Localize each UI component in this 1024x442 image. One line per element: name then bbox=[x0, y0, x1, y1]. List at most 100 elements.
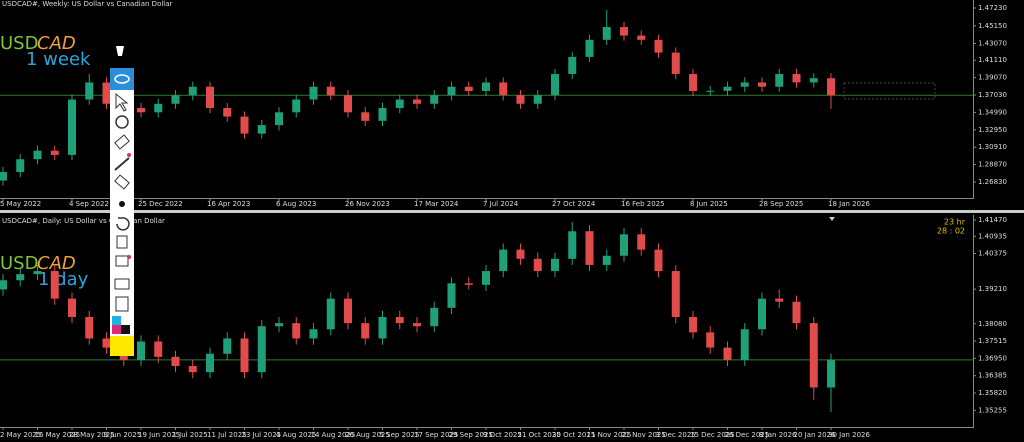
candle-body bbox=[257, 326, 266, 373]
x-tick-label: 3 Dec 2025 bbox=[656, 431, 696, 439]
symbol-base: USD bbox=[0, 33, 38, 54]
candle-body bbox=[154, 103, 163, 113]
x-tick-label: 29 Sep 2025 bbox=[449, 431, 493, 439]
toolbar-undo[interactable] bbox=[116, 217, 130, 231]
symbol-quote: CAD bbox=[37, 33, 76, 54]
x-tick-label: 26 Aug 2025 bbox=[345, 431, 390, 439]
candle-body bbox=[775, 298, 784, 302]
x-tick-label: 28 May 2025 bbox=[69, 431, 115, 439]
y-tick-label: 1.37515 bbox=[978, 337, 1007, 345]
toolbar-clipboard[interactable] bbox=[115, 296, 129, 312]
toolbar-template[interactable] bbox=[115, 255, 129, 267]
y-tick-label: 1.39070 bbox=[978, 74, 1007, 82]
shift-area bbox=[843, 82, 936, 100]
candle-body bbox=[361, 112, 370, 121]
y-tick-label: 1.35255 bbox=[978, 406, 1007, 414]
candle-body bbox=[378, 317, 387, 339]
candle-body bbox=[102, 338, 111, 348]
color-swatch[interactable] bbox=[112, 325, 121, 334]
candle-body bbox=[50, 150, 59, 155]
candle-body bbox=[68, 99, 76, 155]
y-tick-label: 1.40375 bbox=[978, 249, 1007, 257]
candle-body bbox=[171, 356, 180, 367]
candle-body bbox=[775, 73, 784, 87]
candle-body bbox=[585, 231, 594, 265]
toolbar-screenshot[interactable] bbox=[114, 278, 130, 290]
chart-title: USDCAD#, Weekly: US Dollar vs Canadian D… bbox=[2, 0, 173, 8]
candle-body bbox=[275, 112, 283, 126]
candle-body bbox=[326, 298, 335, 330]
candle-body bbox=[292, 323, 301, 339]
color-swatch[interactable] bbox=[121, 316, 130, 325]
x-tick-label: 28 Sep 2025 bbox=[759, 200, 803, 208]
countdown: 23 hr bbox=[944, 218, 966, 227]
candle-body bbox=[568, 56, 577, 74]
panel-separator[interactable] bbox=[0, 210, 1024, 213]
color-swatch[interactable] bbox=[110, 336, 134, 356]
candle-body bbox=[33, 150, 42, 160]
x-tick-label: 9 Oct 2025 bbox=[483, 431, 522, 439]
x-tick-label: 9 Jun 2025 bbox=[104, 431, 142, 439]
candle-body bbox=[637, 35, 646, 40]
candle-body bbox=[309, 86, 318, 100]
candle-body bbox=[50, 271, 59, 299]
toolbar-delete[interactable] bbox=[116, 235, 128, 249]
candle-body bbox=[430, 307, 439, 327]
candle-body bbox=[620, 27, 628, 36]
timeframe: 1 day bbox=[38, 269, 89, 290]
candle-body bbox=[0, 171, 7, 181]
candle-body bbox=[602, 27, 611, 40]
candle-body bbox=[292, 99, 301, 113]
x-tick-label: 5 Sep 2025 bbox=[380, 431, 420, 439]
x-tick-label: 21 Oct 2025 bbox=[518, 431, 561, 439]
pen-icon[interactable] bbox=[116, 46, 124, 56]
candle-body bbox=[188, 86, 197, 96]
candle-body bbox=[620, 234, 628, 256]
x-tick-label: 30 Oct 2025 bbox=[552, 431, 595, 439]
candle-body bbox=[413, 99, 421, 104]
candle-body bbox=[395, 99, 404, 109]
y-tick-label: 1.32950 bbox=[978, 126, 1007, 134]
x-tick-label: 11 Nov 2025 bbox=[587, 431, 632, 439]
y-tick-label: 1.41470 bbox=[978, 216, 1007, 224]
candle-body bbox=[137, 108, 145, 113]
toolbar-panel bbox=[110, 68, 134, 356]
countdown: 28 : 02 bbox=[937, 227, 965, 236]
candle-body bbox=[792, 301, 801, 324]
candle-body bbox=[482, 271, 490, 285]
toolbar-erase[interactable] bbox=[115, 115, 129, 129]
toolbar-eye[interactable] bbox=[110, 68, 134, 90]
candle-body bbox=[499, 82, 508, 96]
color-swatch[interactable] bbox=[121, 325, 130, 334]
y-tick-label: 1.28870 bbox=[978, 161, 1007, 169]
toolbar-dot bbox=[127, 153, 131, 157]
candle-body bbox=[344, 95, 352, 113]
x-tick-label: 30 Jan 2026 bbox=[828, 431, 871, 439]
candle-body bbox=[533, 258, 542, 272]
y-tick-label: 1.30910 bbox=[978, 143, 1007, 151]
toolbar-cursor[interactable] bbox=[115, 92, 129, 112]
toolbar-dot bbox=[127, 255, 131, 259]
candle-body bbox=[654, 249, 663, 272]
candle-body bbox=[85, 317, 94, 339]
x-tick-label: 4 Aug 2025 bbox=[276, 431, 316, 439]
candle-body bbox=[827, 78, 835, 96]
y-tick-label: 1.35820 bbox=[978, 389, 1007, 397]
toolbar-eraser[interactable] bbox=[114, 134, 130, 150]
candle-body bbox=[758, 298, 766, 330]
symbol-base: USD bbox=[0, 253, 38, 274]
candle-body bbox=[809, 78, 818, 83]
toolbar-highlighter[interactable] bbox=[114, 174, 130, 190]
x-tick-label: 8 Jan 2026 bbox=[759, 431, 797, 439]
candle-body bbox=[223, 108, 232, 117]
x-tick-label: 8 Jun 2025 bbox=[690, 200, 728, 208]
candle-body bbox=[740, 329, 749, 360]
color-swatch[interactable] bbox=[112, 316, 121, 325]
toolbar-brush[interactable] bbox=[119, 201, 125, 207]
candle-body bbox=[395, 317, 404, 324]
candle-body bbox=[516, 249, 525, 259]
x-tick-label: 27 Oct 2024 bbox=[552, 200, 596, 208]
toolbar-pen[interactable] bbox=[114, 157, 130, 171]
